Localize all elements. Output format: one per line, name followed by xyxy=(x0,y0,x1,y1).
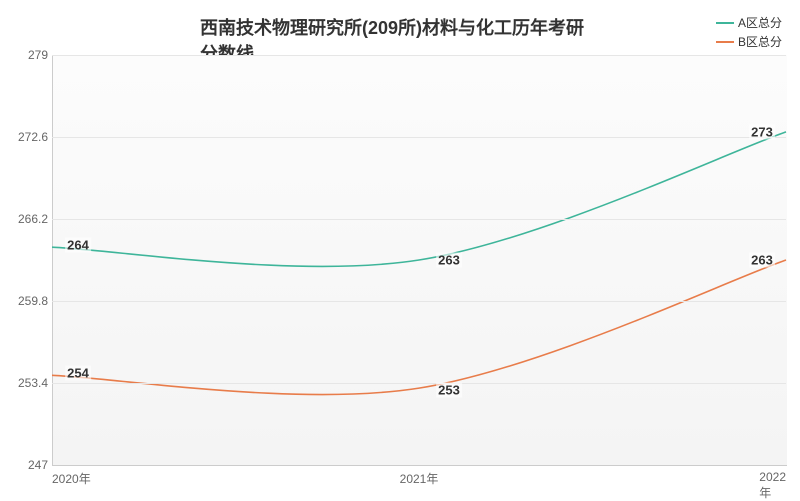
legend-swatch-a xyxy=(716,22,734,24)
x-tick-label: 2022年 xyxy=(759,470,786,501)
series-line xyxy=(52,260,786,395)
y-tick-label: 253.4 xyxy=(8,376,48,390)
legend-label-b: B区总分 xyxy=(738,33,782,50)
legend-item-b: B区总分 xyxy=(716,33,782,50)
y-tick-label: 266.2 xyxy=(8,212,48,226)
data-label: 263 xyxy=(436,253,462,268)
y-tick-label: 247 xyxy=(8,458,48,472)
series-line xyxy=(52,132,786,267)
x-tick-label: 2020年 xyxy=(52,470,91,487)
legend-label-a: A区总分 xyxy=(738,14,782,31)
data-label: 253 xyxy=(436,383,462,398)
gridline xyxy=(52,383,786,384)
legend: A区总分 B区总分 xyxy=(716,14,782,52)
y-tick-label: 272.6 xyxy=(8,130,48,144)
gridline xyxy=(52,55,786,56)
legend-item-a: A区总分 xyxy=(716,14,782,31)
gridline xyxy=(52,137,786,138)
data-label: 254 xyxy=(65,366,91,381)
y-tick-label: 279 xyxy=(8,48,48,62)
data-label: 273 xyxy=(749,124,775,139)
y-tick-label: 259.8 xyxy=(8,294,48,308)
data-label: 264 xyxy=(65,238,91,253)
gridline xyxy=(52,219,786,220)
legend-swatch-b xyxy=(716,41,734,43)
data-label: 263 xyxy=(749,253,775,268)
chart-container: 西南技术物理研究所(209所)材料与化工历年考研分数线 A区总分 B区总分 24… xyxy=(0,0,800,500)
gridline xyxy=(52,301,786,302)
chart-lines-svg xyxy=(52,55,786,465)
x-tick-label: 2021年 xyxy=(400,470,439,487)
